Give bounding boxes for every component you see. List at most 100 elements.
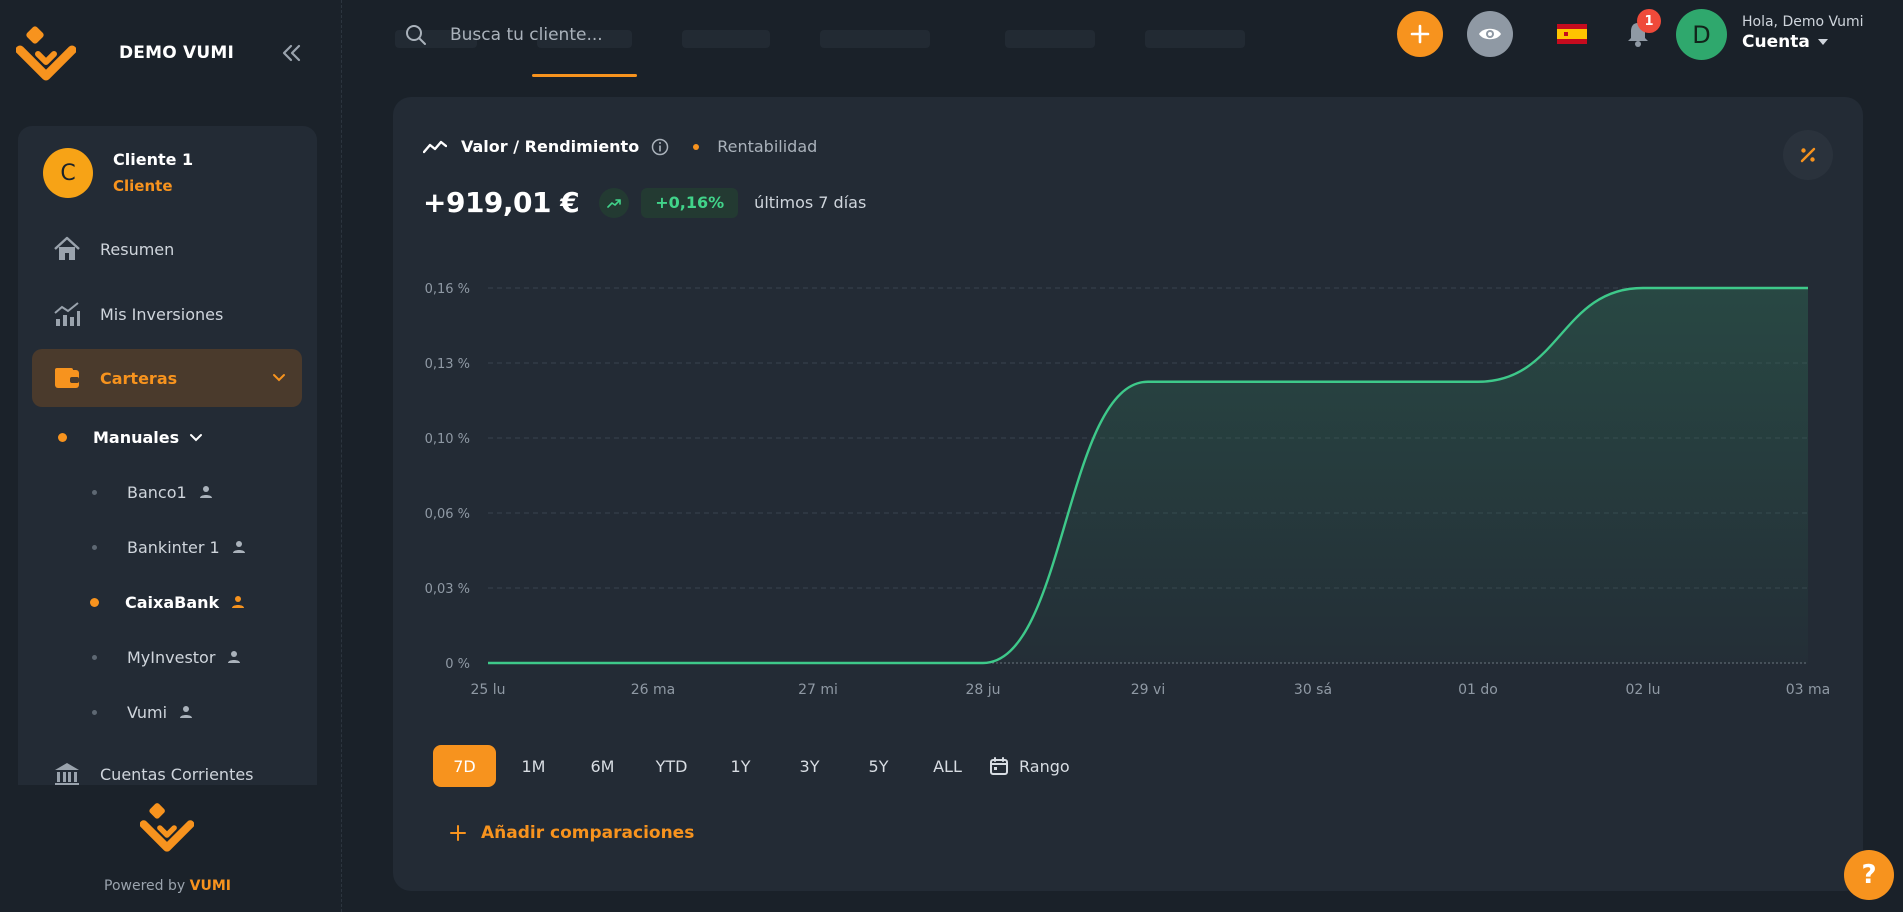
range-selector: 7D 1M 6M YTD 1Y 3Y 5Y ALL Rango	[433, 745, 1070, 787]
active-tab-indicator	[532, 74, 637, 77]
range-option-all[interactable]: ALL	[916, 745, 979, 787]
range-option-7d[interactable]: 7D	[433, 745, 496, 787]
change-percent: +0,16%	[641, 187, 739, 218]
portfolio-label: MyInvestor	[127, 647, 216, 667]
portfolio-label: Vumi	[127, 702, 168, 722]
series-area	[488, 288, 1808, 663]
add-comparison-button[interactable]: Añadir comparaciones	[449, 823, 694, 843]
range-option-ytd[interactable]: YTD	[640, 745, 703, 787]
portfolio-item-vumi[interactable]: Vumi	[90, 697, 193, 727]
legend-dot	[693, 143, 700, 150]
search-icon	[406, 25, 426, 45]
user-icon	[180, 706, 193, 718]
range-option-6m[interactable]: 6M	[571, 745, 634, 787]
portfolio-item-myinvestor[interactable]: MyInvestor	[90, 642, 241, 672]
add-button[interactable]	[1397, 11, 1443, 57]
client-search[interactable]	[404, 20, 764, 50]
chevron-down-icon	[190, 434, 203, 442]
powered-by: Powered by VUMI	[18, 878, 317, 894]
x-tick-label: 28 ju	[965, 682, 1000, 698]
sidebar-footer: Powered by VUMI	[18, 785, 317, 912]
portfolio-label: Bankinter 1	[127, 537, 220, 557]
nav-label: Cuentas Corrientes	[100, 764, 254, 784]
client-panel: C Cliente 1 Cliente Resumen Mis Inversio…	[18, 126, 317, 812]
x-tick-label: 29 vi	[1131, 682, 1165, 698]
es-flag-icon[interactable]	[1557, 24, 1587, 44]
portfolio-dot	[92, 489, 97, 495]
legend-label[interactable]: Rentabilidad	[717, 137, 818, 156]
range-option-1y[interactable]: 1Y	[709, 745, 772, 787]
total-value: +919,01 €	[423, 186, 580, 219]
user-icon	[199, 486, 212, 498]
notification-badge: 1	[1637, 9, 1661, 33]
series-line	[487, 286, 1808, 665]
percent-toggle-button[interactable]	[1783, 130, 1833, 180]
portfolio-item-bankinter[interactable]: Bankinter 1	[90, 532, 246, 562]
y-tick-label: 0,03 %	[425, 582, 470, 597]
portfolio-item-caixabank[interactable]: CaixaBank	[90, 587, 245, 617]
user-icon	[228, 651, 241, 663]
portfolio-dot	[92, 654, 97, 660]
portfolio-group-manuales[interactable]: Manuales	[58, 422, 203, 452]
range-option-3y[interactable]: 3Y	[778, 745, 841, 787]
portfolio-dot	[90, 597, 99, 607]
range-custom-button[interactable]: Rango	[989, 745, 1070, 787]
client-name: Cliente 1	[113, 150, 194, 169]
percent-icon	[1800, 147, 1816, 163]
plus-icon	[1410, 24, 1430, 44]
vumi-logo-icon[interactable]	[16, 24, 76, 82]
bank-icon	[52, 759, 82, 789]
powered-prefix: Powered by	[104, 878, 186, 894]
group-dot	[58, 432, 67, 442]
y-axis: 0 % 0,03 % 0,06 % 0,10 % 0,13 % 0,16 %	[425, 282, 470, 672]
range-option-1m[interactable]: 1M	[502, 745, 565, 787]
client-role: Cliente	[113, 177, 173, 195]
account-menu[interactable]: Cuenta	[1742, 32, 1828, 52]
x-tick-label: 27 mi	[798, 682, 838, 698]
calendar-icon	[990, 757, 1008, 775]
info-icon[interactable]	[651, 138, 669, 156]
nav-item-carteras[interactable]: Carteras	[32, 349, 302, 407]
range-option-5y[interactable]: 5Y	[847, 745, 910, 787]
nav-label: Carteras	[100, 368, 178, 388]
nav-label: Resumen	[100, 239, 175, 259]
nav-item-cuentas[interactable]: Cuentas Corrientes	[32, 745, 302, 803]
x-tick-label: 30 sá	[1294, 682, 1332, 698]
user-avatar[interactable]: D	[1676, 9, 1727, 60]
eye-icon	[1479, 28, 1501, 40]
portfolio-dot	[92, 709, 97, 715]
plus-icon	[450, 825, 466, 841]
home-icon	[52, 234, 82, 264]
privacy-toggle-button[interactable]	[1467, 11, 1513, 57]
portfolio-label: CaixaBank	[125, 592, 220, 612]
x-tick-label: 01 do	[1458, 682, 1498, 698]
x-axis: 25 lu 26 ma 27 mi 28 ju 29 vi 30 sá 01 do 02 lu…	[470, 682, 1830, 698]
user-icon	[232, 596, 245, 608]
portfolio-dot	[92, 544, 97, 550]
y-tick-label: 0,16 %	[425, 282, 470, 297]
user-greeting: Hola, Demo Vumi	[1742, 14, 1864, 30]
performance-chart[interactable]: 0 %0,03 %0,06 %0,10 %0,13 %0,16 % 25 lu 2…	[393, 97, 1863, 737]
card-header: Valor / Rendimiento Rentabilidad	[423, 137, 817, 156]
sidebar: DEMO VUMI C Cliente 1 Cliente Resumen Mi…	[0, 0, 342, 912]
collapse-sidebar-icon[interactable]	[280, 42, 302, 64]
y-tick-label: 0 %	[445, 657, 470, 672]
period-label: últimos 7 días	[754, 193, 867, 212]
wallet-icon	[52, 363, 82, 393]
help-button[interactable]: ?	[1844, 850, 1894, 900]
x-tick-label: 25 lu	[470, 682, 505, 698]
value-summary: +919,01 € +0,16% últimos 7 días	[423, 186, 866, 219]
powered-brand: VUMI	[189, 878, 231, 894]
trend-up-icon	[599, 187, 630, 218]
portfolio-item-banco1[interactable]: Banco1	[90, 477, 213, 507]
nav-item-resumen[interactable]: Resumen	[32, 220, 302, 278]
group-label: Manuales	[93, 427, 180, 447]
nav-item-inversiones[interactable]: Mis Inversiones	[32, 285, 302, 343]
y-tick-label: 0,10 %	[425, 432, 470, 447]
search-input[interactable]	[450, 25, 750, 45]
brand-name: DEMO VUMI	[119, 43, 235, 63]
nav-label: Mis Inversiones	[100, 304, 224, 324]
vumi-logo-icon	[140, 803, 194, 852]
client-avatar[interactable]: C	[43, 148, 93, 198]
account-label: Cuenta	[1742, 32, 1810, 52]
